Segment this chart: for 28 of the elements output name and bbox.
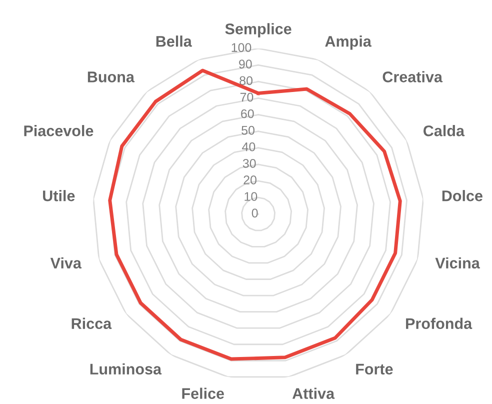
spoke-label: Felice (182, 388, 224, 399)
y-tick-label: 50 (242, 126, 254, 135)
spoke-label: Bella (156, 36, 192, 47)
spoke-label: Piacevole (24, 125, 94, 136)
y-tick-label: 80 (240, 76, 253, 86)
spoke-label: Viva (50, 257, 82, 269)
spoke-label: Luminosa (90, 363, 162, 375)
y-tick-label: 100 (232, 43, 252, 52)
spoke-label: Attiva (292, 388, 335, 399)
spoke-label: Dolce (442, 190, 482, 202)
spoke-label: Ampia (325, 36, 372, 50)
spoke-label: Ricca (72, 318, 112, 330)
y-tick-label: 70 (240, 92, 254, 102)
spoke-label: Creativa (382, 71, 443, 82)
y-tick-label: 60 (241, 109, 254, 118)
spoke-label: Profonda (406, 318, 472, 330)
y-tick-label: 90 (239, 60, 252, 69)
spoke-label: Buona (88, 72, 135, 82)
spoke-label: Utile (43, 190, 75, 202)
y-tick-label: 0 (252, 208, 258, 218)
y-tick-label: 20 (244, 176, 256, 184)
spoke-label: Semplice (225, 23, 292, 38)
y-tick-label: 10 (244, 192, 258, 201)
y-tick-label: 40 (242, 142, 256, 152)
spoke-label: Forte (356, 364, 393, 375)
y-tick-label: 30 (242, 158, 256, 168)
spoke-label: Calda (424, 125, 465, 136)
spoke-label: Vicina (435, 257, 480, 269)
